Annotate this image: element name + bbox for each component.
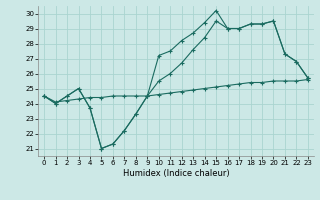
X-axis label: Humidex (Indice chaleur): Humidex (Indice chaleur): [123, 169, 229, 178]
